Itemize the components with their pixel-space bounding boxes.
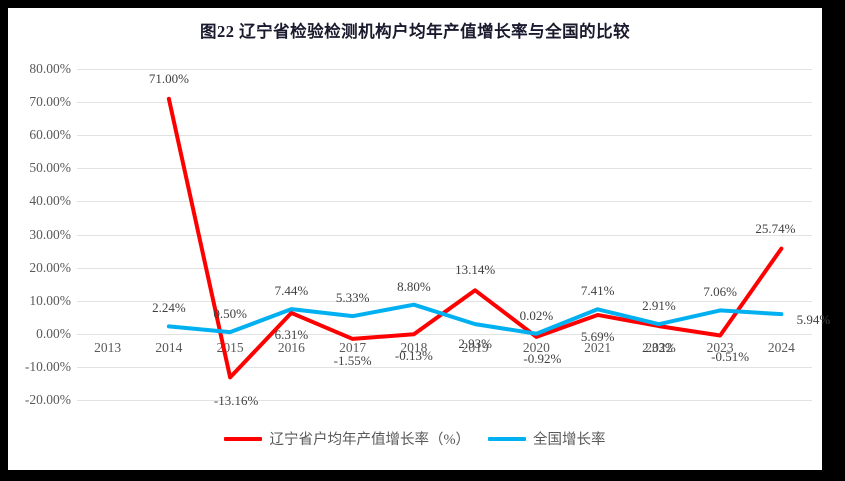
x-axis-tick-label: 2024 xyxy=(767,339,795,355)
gridline xyxy=(77,234,812,236)
x-axis-tick-label: 2014 xyxy=(155,339,183,355)
figure-frame: 图22 辽宁省检验检测机构户均年产值增长率与全国的比较 80.00% 70.00%… xyxy=(8,8,830,470)
gridline xyxy=(77,168,812,170)
gridline xyxy=(77,69,812,70)
y-axis-tick-label: 30.00% xyxy=(29,226,71,242)
x-axis-tick-label: 2020 xyxy=(522,339,550,355)
gridline xyxy=(77,333,812,335)
gridline xyxy=(77,102,812,104)
x-axis-tick-label: 2023 xyxy=(706,339,734,355)
y-axis-tick-label: 60.00% xyxy=(29,127,71,143)
gridline xyxy=(77,366,812,368)
page-title: 图22 辽宁省检验检测机构户均年产值增长率与全国的比较 xyxy=(199,22,631,41)
gridline xyxy=(77,300,812,302)
x-axis-tick-label: 2022 xyxy=(645,339,673,355)
y-axis-tick-label: 40.00% xyxy=(29,193,71,209)
y-axis-tick-label: 10.00% xyxy=(29,292,71,308)
series-lines xyxy=(166,96,784,380)
series-line xyxy=(166,302,784,336)
legend-label: 全国增长率 xyxy=(533,432,606,448)
gridline xyxy=(77,267,812,269)
legend-item-0[interactable]: 辽宁省户均年产值增长率（%） xyxy=(224,428,470,449)
x-axis-tick-label: 2017 xyxy=(339,339,367,355)
y-axis-tick-label: 20.00% xyxy=(29,259,71,275)
legend-color-swatch xyxy=(488,436,527,441)
x-axis-tick-label: 2018 xyxy=(400,339,428,355)
legend-color-swatch xyxy=(224,436,263,441)
y-axis-tick-label: 80.00% xyxy=(29,61,71,76)
series-line xyxy=(166,96,784,380)
y-axis-tick-label: 50.00% xyxy=(29,160,71,176)
plot-area: 80.00% 70.00% 60.00% 50.00% 40.00% 30.00% 20.0… xyxy=(25,61,830,408)
y-axis-tick-label: 0.00% xyxy=(36,325,71,341)
x-axis-tick-label: 2021 xyxy=(584,339,612,355)
x-axis-tick-label: 2019 xyxy=(461,339,489,355)
y-axis-tick-label: 70.00% xyxy=(29,94,71,110)
gridline xyxy=(77,135,812,137)
y-axis-tick-label: -10.00% xyxy=(24,358,71,374)
legend-item-1[interactable]: 全国增长率 xyxy=(488,428,606,449)
x-axis-tick-label: 2016 xyxy=(277,339,305,355)
gridline xyxy=(77,201,812,203)
chart-legend: 辽宁省户均年产值增长率（%） 全国增长率 xyxy=(8,428,822,449)
x-axis-tick-label: 2013 xyxy=(94,339,122,355)
y-axis-tick-label: -20.00% xyxy=(24,392,71,407)
gridline xyxy=(77,400,812,401)
legend-label: 辽宁省户均年产值增长率（%） xyxy=(269,432,471,448)
